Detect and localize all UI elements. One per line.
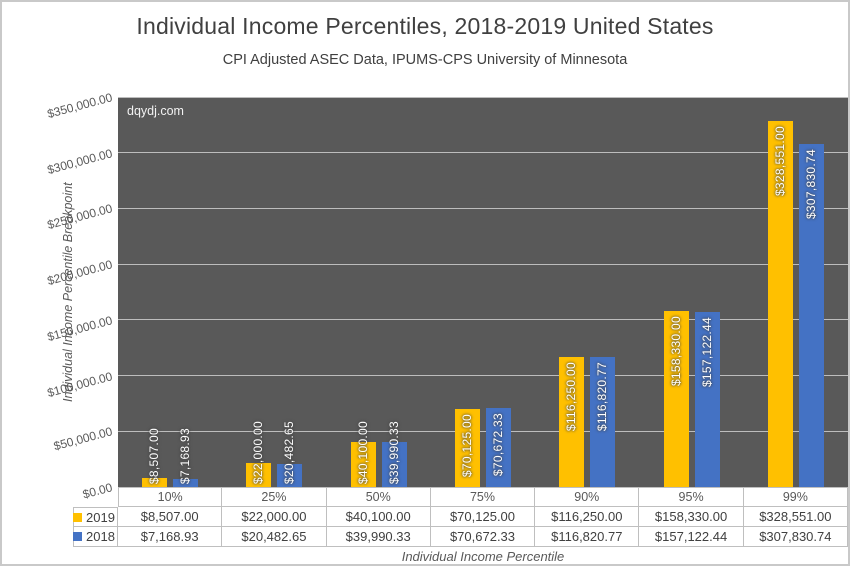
- value-cell: $157,122.44: [639, 527, 744, 547]
- value-cell: $116,250.00: [535, 507, 640, 527]
- watermark: dqydj.com: [127, 104, 184, 118]
- bar-2018-50%: [381, 442, 407, 487]
- value-cell: $39,990.33: [326, 527, 431, 547]
- table-header-cell: 50%: [326, 487, 431, 507]
- plot-area: dqydj.com $8,507.00 $7,168.93 $22,000.00 $2…: [118, 96, 848, 487]
- bar-2019-75%: [455, 408, 480, 487]
- bar-label: $8,507.00: [147, 427, 162, 484]
- legend-cell-2018: 2018: [73, 527, 118, 547]
- bar-label: $328,551.00: [772, 125, 787, 196]
- chart-subtitle: CPI Adjusted ASEC Data, IPUMS-CPS Univer…: [222, 52, 628, 68]
- value-cell: $8,507.00: [118, 507, 223, 527]
- grid-line: [118, 96, 848, 98]
- legend-label: 2019: [86, 509, 115, 525]
- legend-label: 2018: [86, 529, 115, 544]
- grid-line: [118, 152, 848, 154]
- bar-2018-90%: [590, 356, 616, 487]
- bar-label: $7,168.93: [178, 427, 193, 484]
- table-header-cell: 10%: [118, 487, 223, 507]
- legend-cell-2019: 2019: [73, 507, 118, 527]
- bar-2019-25%: [246, 462, 272, 487]
- bar-2018-99%: [798, 144, 824, 487]
- table-header-cell: 25%: [222, 487, 327, 507]
- value-cell: $70,672.33: [430, 527, 536, 547]
- table-header-cell: 90%: [535, 487, 640, 507]
- bar-label: $70,125.00: [460, 413, 474, 477]
- bar-2019-50%: [350, 442, 376, 487]
- bar-2018-25%: [277, 464, 303, 487]
- bar-2019-95%: [663, 310, 689, 487]
- bar-2019-90%: [559, 357, 585, 487]
- bar-label: $20,482.65: [282, 420, 297, 484]
- bar-2018-95%: [694, 311, 720, 487]
- table-header-cell: 75%: [430, 487, 536, 507]
- bar-label: $116,820.77: [595, 361, 610, 431]
- bar-label: $307,830.74: [803, 148, 818, 219]
- grid-line: [118, 207, 848, 209]
- bar-label: $70,672.33: [491, 413, 505, 477]
- value-cell: $307,830.74: [743, 527, 848, 547]
- bar-label: $22,000.00: [251, 420, 266, 484]
- legend-swatch-2018: [73, 532, 83, 541]
- chart-title: Individual Income Percentiles, 2018-2019…: [136, 13, 714, 39]
- grid-line: [118, 375, 848, 377]
- value-cell: $22,000.00: [222, 507, 327, 527]
- x-axis-title: Individual Income Percentile: [401, 549, 565, 564]
- bar-label: $116,250.00: [564, 362, 579, 432]
- value-cell: $116,820.77: [535, 527, 640, 547]
- bar-label: $40,100.00: [355, 420, 370, 484]
- bar-label: $158,330.00: [668, 315, 683, 386]
- legend-swatch-2019: [73, 512, 83, 522]
- bar-label: $39,990.33: [386, 420, 401, 484]
- value-cell: $158,330.00: [639, 507, 744, 527]
- value-cell: $70,125.00: [430, 507, 536, 527]
- value-cell: $7,168.93: [118, 527, 223, 547]
- bar-2018-10%: [173, 479, 199, 487]
- value-cell: $20,482.65: [222, 527, 327, 547]
- data-table: 10% 25% 50% 75% 90% 95% 99% 2019 $8,507.00 $22,00…: [73, 487, 848, 547]
- value-cell: $328,551.00: [743, 507, 848, 527]
- bar-label: $157,122.44: [699, 316, 714, 387]
- table-header-cell: 99%: [743, 487, 848, 507]
- table-header-cell: 95%: [639, 487, 744, 507]
- bar-2019-99%: [767, 120, 793, 487]
- grid-line: [118, 319, 848, 321]
- bar-2019-10%: [142, 477, 168, 487]
- grid-line: [118, 430, 848, 432]
- grid-line: [118, 263, 848, 265]
- bar-2018-75%: [486, 408, 511, 487]
- value-cell: $40,100.00: [326, 507, 431, 527]
